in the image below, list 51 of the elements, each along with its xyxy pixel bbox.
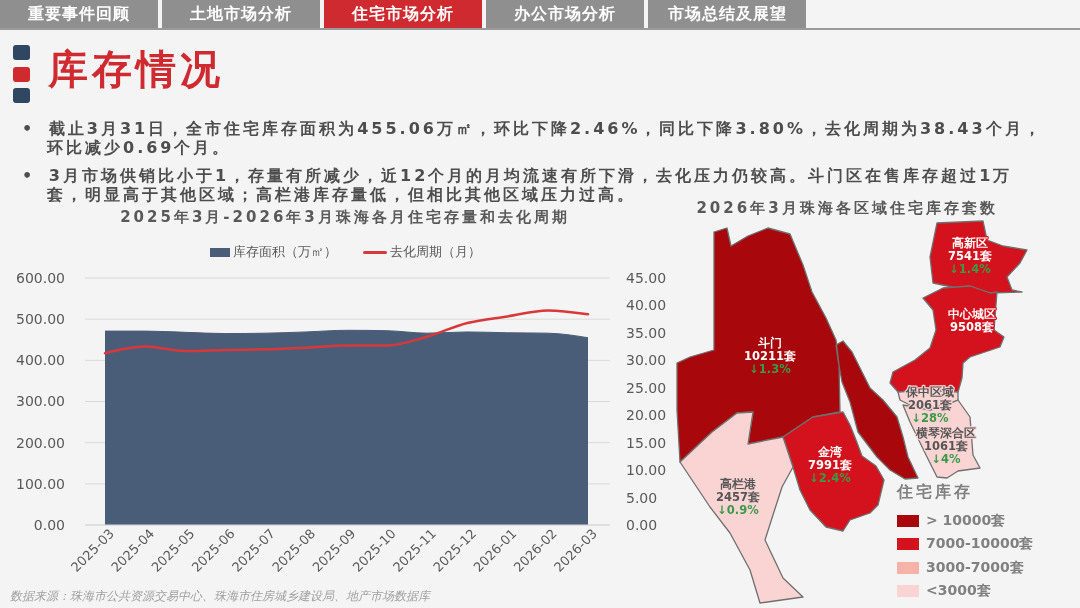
y-tick-label: 100.00 (16, 475, 65, 492)
text: ↓1.4% (949, 262, 991, 276)
data-label: 1061套 (923, 439, 969, 453)
text: 土地市场分析 (162, 0, 320, 28)
category-label: 高栏港 (720, 477, 757, 491)
category-label: 金湾 (817, 445, 842, 459)
data-label: 7991套 (807, 458, 853, 472)
text: • 截止3月31日，全市住宅库存面积为455.06万㎡，环比下降2.46%，同比下降3.80%，去化周期为38.43个月，环比减少0.69个月。 (22, 119, 1044, 157)
y2-tick-label: 0.00 (626, 516, 658, 533)
source-note: 数据来源：珠海市公共资源交易中心、珠海市住房城乡建设局、地产市场数据库 (10, 588, 430, 605)
legend-label: > 10000套 (926, 511, 1006, 530)
legend-label: 去化周期（月） (389, 243, 481, 261)
text: 市场总结及展望 (648, 0, 806, 28)
y2-tick-label: 15.00 (626, 434, 667, 451)
text: ↓28% (911, 411, 949, 425)
chart-title: 2025年3月-2026年3月珠海各月住宅存量和去化周期 (119, 208, 571, 227)
text: 重要事件回顾 (0, 0, 158, 28)
data-label: 10211套 (743, 349, 797, 363)
line-series (103, 309, 590, 355)
text: 办公市场分析 (486, 0, 644, 28)
text: 住宅市场分析 (324, 0, 482, 28)
category-label: 中心城区 (948, 307, 996, 321)
category-label: 高新区 (952, 236, 988, 250)
legend-label: <3000套 (926, 582, 991, 601)
text: ↓0.9% (717, 503, 759, 517)
legend-label: 3000-7000套 (926, 558, 1024, 577)
text: ↓4% (931, 452, 961, 466)
data-label: 9508套 (949, 320, 995, 334)
y-tick-label: 500.00 (16, 311, 65, 328)
legend-label: 7000-10000套 (926, 535, 1034, 554)
y-tick-label: 600.00 (16, 269, 65, 286)
y2-tick-label: 5.00 (626, 489, 658, 506)
category-label: 斗门 (757, 336, 782, 350)
y2-tick-label: 10.00 (626, 462, 667, 479)
y2-tick-label: 40.00 (626, 297, 667, 314)
y2-tick-label: 35.00 (626, 324, 667, 341)
y2-tick-label: 30.00 (626, 352, 667, 369)
text: ↓1.3% (749, 362, 791, 376)
y-tick-label: 0.00 (33, 516, 65, 533)
text: ↓2.4% (809, 471, 851, 485)
y2-tick-label: 25.00 (626, 379, 667, 396)
y2-tick-label: 45.00 (626, 269, 667, 286)
text: 库存情况 (48, 45, 224, 94)
legend-label: 库存面积（万㎡） (232, 243, 337, 261)
legend-title: 住宅库存 (897, 482, 974, 503)
y2-tick-label: 20.00 (626, 407, 667, 424)
y-tick-label: 200.00 (16, 434, 65, 451)
data-label: 7541套 (947, 249, 993, 263)
y-tick-label: 400.00 (16, 352, 65, 369)
data-label: 2457套 (715, 490, 761, 504)
y-tick-label: 300.00 (16, 393, 65, 410)
